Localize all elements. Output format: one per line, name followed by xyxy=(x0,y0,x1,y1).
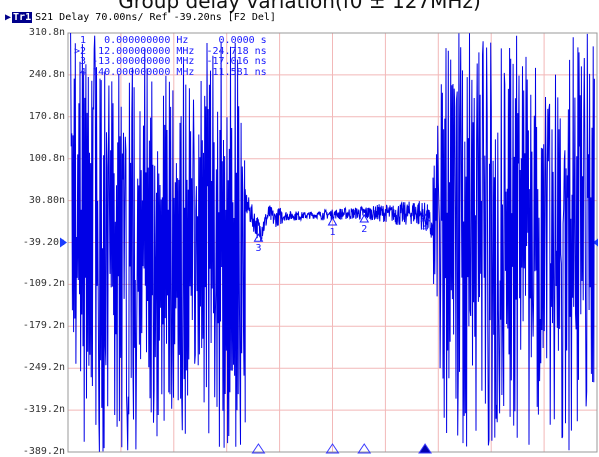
y-tick-label: 170.8n xyxy=(28,110,65,122)
marker-id: 3 xyxy=(80,56,87,67)
y-tick-label: -249.2n xyxy=(22,362,65,374)
marker-unit: MHz xyxy=(170,66,195,78)
marker-unit: Hz xyxy=(170,35,195,46)
marker-frequency: -13.000000000 xyxy=(86,56,171,67)
y-tick-label: 240.8n xyxy=(28,68,65,80)
marker-active-flag: > xyxy=(74,45,81,57)
reference-level-arrow-icon xyxy=(60,237,67,248)
marker-4-label: 4 xyxy=(422,223,428,234)
marker-unit: MHz xyxy=(170,56,195,67)
marker-frequency: 140.000000000 xyxy=(86,66,171,78)
reference-level-arrow-right-icon xyxy=(593,238,598,247)
marker-value: 0.0000 s xyxy=(194,35,267,46)
marker-readout-row[interactable]: 3 -13.000000000 MHz -17.016 ns xyxy=(74,56,267,68)
marker-3-label: 3 xyxy=(255,243,261,254)
marker-id: 4 xyxy=(80,66,87,78)
marker-frequency: 0.000000000 xyxy=(86,35,171,46)
marker-value: -17.016 ns xyxy=(194,56,267,67)
marker-value: -24.718 ns xyxy=(194,45,267,57)
marker-unit: MHz xyxy=(170,45,195,57)
marker-4-symbol xyxy=(420,212,430,222)
marker-frequency: 12.000000000 xyxy=(86,45,171,57)
y-tick-label: -39.20n xyxy=(22,236,65,248)
y-tick-label: -319.2n xyxy=(22,404,65,416)
active-trace-arrow-icon: ▶ xyxy=(5,12,12,23)
marker-2-label: 2 xyxy=(361,224,367,235)
marker-readout-row[interactable]: 4 140.000000000 MHz 11.581 ns xyxy=(74,66,267,79)
y-tick-label: 310.8n xyxy=(28,27,65,38)
bottom-marker-triangle-icon xyxy=(325,443,340,454)
marker-1-symbol xyxy=(327,217,338,226)
marker-readout-row[interactable]: >2 12.000000000 MHz -24.718 ns xyxy=(74,45,267,58)
marker-id: 1 xyxy=(80,35,87,46)
y-tick-label: 100.8n xyxy=(28,152,65,164)
trace-status-line: ▶ Tr1 S21 Delay 70.00ns/ Ref -39.20ns [F2 … xyxy=(5,12,276,24)
y-tick-label: -389.2n xyxy=(22,446,65,457)
trace-badge[interactable]: Tr1 xyxy=(12,12,33,23)
bottom-marker-triangle-icon xyxy=(418,443,433,454)
marker-2-symbol xyxy=(359,214,370,223)
bottom-marker-triangle-icon xyxy=(251,443,266,454)
group-delay-trace xyxy=(70,32,595,452)
y-tick-label: -109.2n xyxy=(22,278,65,290)
marker-readout-row[interactable]: 1 0.000000000 Hz 0.0000 s xyxy=(74,35,267,47)
marker-1-label: 1 xyxy=(330,227,336,238)
y-tick-label: 30.80n xyxy=(28,194,65,206)
marker-value: 11.581 ns xyxy=(194,66,267,78)
marker-3-symbol xyxy=(253,233,264,242)
trace-status-text: S21 Delay 70.00ns/ Ref -39.20ns [F2 Del] xyxy=(35,12,276,23)
y-tick-label: -179.2n xyxy=(22,320,65,332)
chart-title: Group delay variation(f0 ± 127MHz) xyxy=(118,0,481,13)
bottom-marker-triangle-icon xyxy=(357,443,372,454)
marker-id: 2 xyxy=(80,45,87,57)
